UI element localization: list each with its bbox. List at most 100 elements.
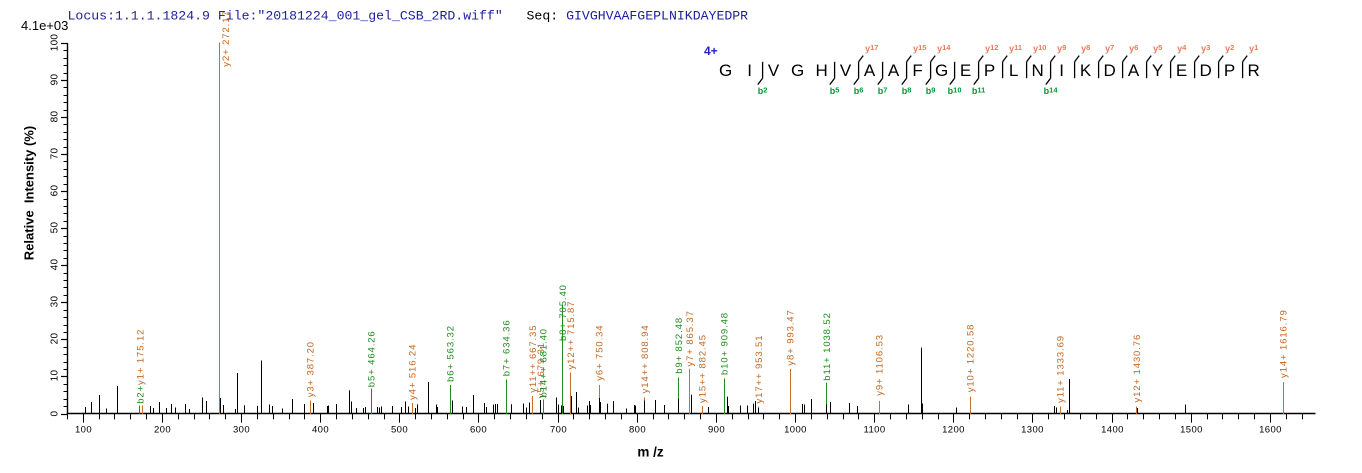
svg-text:b2: b2	[758, 85, 768, 96]
svg-text:G: G	[719, 61, 732, 80]
svg-text:b7+ 634.36: b7+ 634.36	[502, 319, 513, 376]
svg-text:y12: y12	[985, 43, 998, 54]
svg-text:1500: 1500	[1180, 425, 1203, 436]
svg-text:H: H	[815, 61, 827, 80]
svg-text:y3: y3	[1201, 43, 1210, 54]
svg-text:y14+ 1616.79: y14+ 1616.79	[1279, 309, 1290, 378]
svg-text:b10+ 909.48: b10+ 909.48	[720, 312, 731, 375]
svg-text:70: 70	[50, 148, 61, 160]
svg-text:y2+ 272.17: y2+ 272.17	[221, 10, 232, 66]
svg-text:30: 30	[50, 296, 61, 308]
svg-text:y9: y9	[1057, 43, 1066, 54]
svg-text:y5+ 679.31: y5+ 679.31	[536, 342, 547, 398]
svg-text:800: 800	[629, 425, 646, 436]
svg-text:1000: 1000	[784, 425, 807, 436]
svg-text:y10: y10	[1033, 43, 1046, 54]
svg-text:b11+ 1038.52: b11+ 1038.52	[822, 312, 833, 380]
svg-text:b9: b9	[926, 85, 936, 96]
svg-text:m /z: m /z	[637, 445, 664, 460]
svg-text:90: 90	[50, 74, 61, 86]
svg-text:y3+ 387.20: y3+ 387.20	[305, 341, 316, 397]
svg-text:A: A	[1128, 61, 1140, 80]
svg-text:60: 60	[50, 185, 61, 197]
svg-text:A: A	[864, 61, 876, 80]
svg-text:b2+y1+ 175.12: b2+y1+ 175.12	[136, 329, 147, 404]
svg-text:b6+ 563.32: b6+ 563.32	[446, 325, 457, 382]
svg-text:y11++ 667.35: y11++ 667.35	[528, 325, 539, 393]
svg-text:P: P	[1224, 61, 1235, 80]
svg-text:1300: 1300	[1021, 425, 1044, 436]
svg-text:y10+ 1220.58: y10+ 1220.58	[966, 324, 977, 393]
svg-text:P: P	[984, 61, 995, 80]
svg-text:V: V	[840, 61, 852, 80]
svg-text:R: R	[1247, 61, 1259, 80]
svg-text:K: K	[1080, 61, 1092, 80]
svg-text:y9+ 1106.53: y9+ 1106.53	[875, 334, 886, 396]
svg-text:b5+ 464.26: b5+ 464.26	[367, 330, 378, 387]
svg-text:y11: y11	[1009, 43, 1022, 54]
svg-text:y7: y7	[1105, 43, 1114, 54]
svg-text:N: N	[1031, 61, 1043, 80]
svg-text:b10: b10	[948, 85, 962, 96]
svg-text:y6: y6	[1129, 43, 1138, 54]
svg-text:y6+ 750.34: y6+ 750.34	[594, 325, 605, 381]
svg-text:500: 500	[391, 425, 408, 436]
svg-text:y14: y14	[937, 43, 951, 54]
svg-text:4+: 4+	[704, 44, 718, 58]
svg-text:Locus:1.1.1.1824.9 File:"20181: Locus:1.1.1.1824.9 File:"20181224_001_ge…	[68, 9, 749, 24]
svg-text:E: E	[1176, 61, 1187, 80]
svg-text:y4+ 516.24: y4+ 516.24	[408, 344, 419, 400]
svg-text:F: F	[912, 61, 922, 80]
svg-text:20: 20	[50, 333, 61, 345]
svg-text:b9+ 852.48: b9+ 852.48	[674, 317, 685, 374]
svg-text:1400: 1400	[1101, 425, 1124, 436]
svg-text:100: 100	[75, 425, 92, 436]
svg-text:Relative Intensity (%): Relative Intensity (%)	[22, 126, 37, 260]
svg-text:700: 700	[550, 425, 567, 436]
svg-text:y2: y2	[1225, 43, 1234, 54]
svg-text:y8+ 993.47: y8+ 993.47	[785, 309, 796, 365]
svg-text:b14: b14	[1044, 85, 1059, 96]
svg-text:b5: b5	[830, 85, 840, 96]
svg-text:y4: y4	[1177, 43, 1187, 54]
svg-text:1200: 1200	[942, 425, 965, 436]
svg-text:y12+ 1430.76: y12+ 1430.76	[1132, 334, 1143, 403]
svg-text:400: 400	[312, 425, 329, 436]
svg-text:40: 40	[50, 259, 61, 271]
svg-text:y15++ 882.45: y15++ 882.45	[697, 334, 708, 403]
svg-text:80: 80	[50, 111, 61, 123]
svg-text:V: V	[768, 61, 780, 80]
svg-text:D: D	[1199, 61, 1211, 80]
svg-text:1100: 1100	[863, 425, 885, 436]
svg-text:y8: y8	[1081, 43, 1090, 54]
svg-text:A: A	[888, 61, 900, 80]
svg-text:1600: 1600	[1259, 425, 1282, 436]
svg-text:10: 10	[50, 370, 61, 382]
svg-text:E: E	[960, 61, 971, 80]
svg-text:y14++ 808.94: y14++ 808.94	[640, 324, 651, 393]
svg-text:I: I	[747, 61, 752, 80]
svg-text:G: G	[791, 61, 804, 80]
svg-text:100: 100	[50, 34, 61, 52]
svg-text:200: 200	[154, 425, 171, 436]
svg-text:D: D	[1103, 61, 1115, 80]
svg-text:Y: Y	[1152, 61, 1163, 80]
svg-text:L: L	[1009, 61, 1018, 80]
svg-text:y12++ 715.87: y12++ 715.87	[566, 301, 577, 370]
svg-text:y17: y17	[865, 43, 878, 54]
svg-text:4.1e+03: 4.1e+03	[21, 18, 68, 33]
svg-text:y17++ 953.51: y17++ 953.51	[754, 335, 765, 404]
svg-text:b7: b7	[878, 85, 888, 96]
svg-text:G: G	[935, 61, 948, 80]
svg-text:b8: b8	[902, 85, 912, 96]
svg-text:0: 0	[50, 410, 61, 416]
svg-text:50: 50	[50, 222, 61, 234]
svg-text:y15: y15	[913, 43, 926, 54]
svg-text:600: 600	[470, 425, 487, 436]
svg-text:I: I	[1059, 61, 1064, 80]
svg-text:b11: b11	[972, 85, 985, 96]
svg-text:300: 300	[233, 425, 250, 436]
svg-text:b14++ 681.40: b14++ 681.40	[538, 328, 549, 397]
svg-text:b6: b6	[854, 85, 864, 96]
svg-text:900: 900	[708, 425, 725, 436]
